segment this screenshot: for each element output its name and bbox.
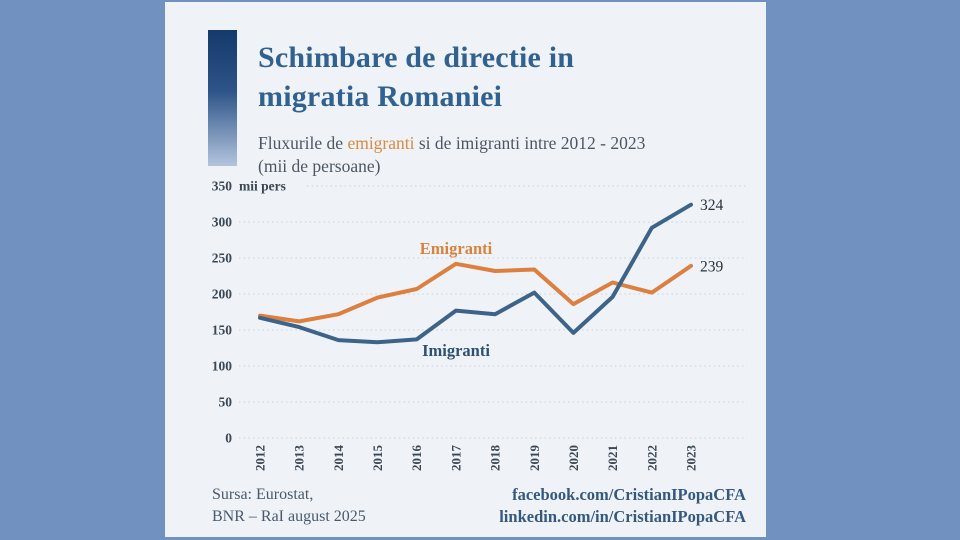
x-tick-label-2012: 2012 bbox=[253, 445, 268, 471]
accent-gradient-bar bbox=[208, 30, 237, 166]
x-tick-label-2019: 2019 bbox=[527, 445, 542, 472]
x-tick-label-2023: 2023 bbox=[683, 445, 698, 472]
subtitle-line1: Fluxurile de emigranti si de imigranti i… bbox=[258, 132, 645, 155]
y-tick-label-200: 200 bbox=[212, 287, 233, 302]
x-tick-label-2020: 2020 bbox=[566, 445, 581, 471]
source-line2: BNR – RaI august 2025 bbox=[212, 507, 366, 525]
source-line1: Sursa: Eurostat, bbox=[212, 486, 314, 503]
y-tick-label-300: 300 bbox=[212, 215, 233, 230]
x-tick-label-2015: 2015 bbox=[370, 445, 385, 472]
y-axis-unit-label: mii pers bbox=[239, 179, 286, 194]
imigranti-series-label: Imigranti bbox=[422, 341, 490, 360]
page-title: Schimbare de directie in migratia Romani… bbox=[258, 38, 574, 116]
subtitle-post: si de imigranti intre 2012 - 2023 bbox=[414, 133, 646, 153]
x-tick-label-2018: 2018 bbox=[488, 445, 503, 472]
imigranti-line bbox=[258, 202, 693, 345]
x-tick-label-2014: 2014 bbox=[331, 445, 346, 472]
emigranti-end-value: 239 bbox=[700, 258, 724, 275]
infographic-card: Schimbare de directie in migratia Romani… bbox=[165, 2, 766, 537]
facebook-link[interactable]: facebook.com/CristianIPopaCFA bbox=[512, 485, 746, 504]
x-tick-label-2013: 2013 bbox=[292, 445, 307, 472]
y-tick-label-250: 250 bbox=[212, 251, 233, 266]
x-tick-label-2017: 2017 bbox=[448, 445, 463, 472]
subtitle-pre: Fluxurile de bbox=[258, 133, 348, 153]
subtitle-highlight: emigranti bbox=[347, 133, 415, 153]
source-note: Sursa: Eurostat, BNR – RaI august 2025 bbox=[212, 484, 366, 527]
x-tick-label-2022: 2022 bbox=[644, 445, 659, 471]
y-tick-label-150: 150 bbox=[212, 323, 233, 338]
page-title-line2: migratia Romaniei bbox=[258, 80, 503, 113]
y-tick-label-350: 350 bbox=[212, 179, 233, 194]
imigranti-end-value: 324 bbox=[700, 197, 724, 214]
linkedin-link[interactable]: linkedin.com/in/CristianIPopaCFA bbox=[499, 506, 746, 526]
x-tick-label-2021: 2021 bbox=[605, 445, 620, 471]
y-tick-label-0: 0 bbox=[225, 431, 232, 446]
chart-subtitle: Fluxurile de emigranti si de imigranti i… bbox=[258, 132, 645, 178]
x-tick-label-2016: 2016 bbox=[409, 445, 424, 472]
y-tick-label-100: 100 bbox=[212, 359, 233, 374]
migration-line-chart-svg: 0 50 100 150 200 250 300 350 mii pers 2012 2013 201… bbox=[212, 179, 747, 472]
emigranti-series-label: Emigranti bbox=[420, 239, 493, 258]
y-tick-label-50: 50 bbox=[219, 395, 233, 410]
subtitle-line2: (mii de persoane) bbox=[258, 156, 381, 176]
social-links: facebook.com/CristianIPopaCFA linkedin.c… bbox=[499, 484, 746, 527]
page-title-line1: Schimbare de directie in bbox=[258, 41, 575, 74]
line-chart: 0 50 100 150 200 250 300 350 mii pers 2012 2013 201… bbox=[195, 176, 765, 478]
